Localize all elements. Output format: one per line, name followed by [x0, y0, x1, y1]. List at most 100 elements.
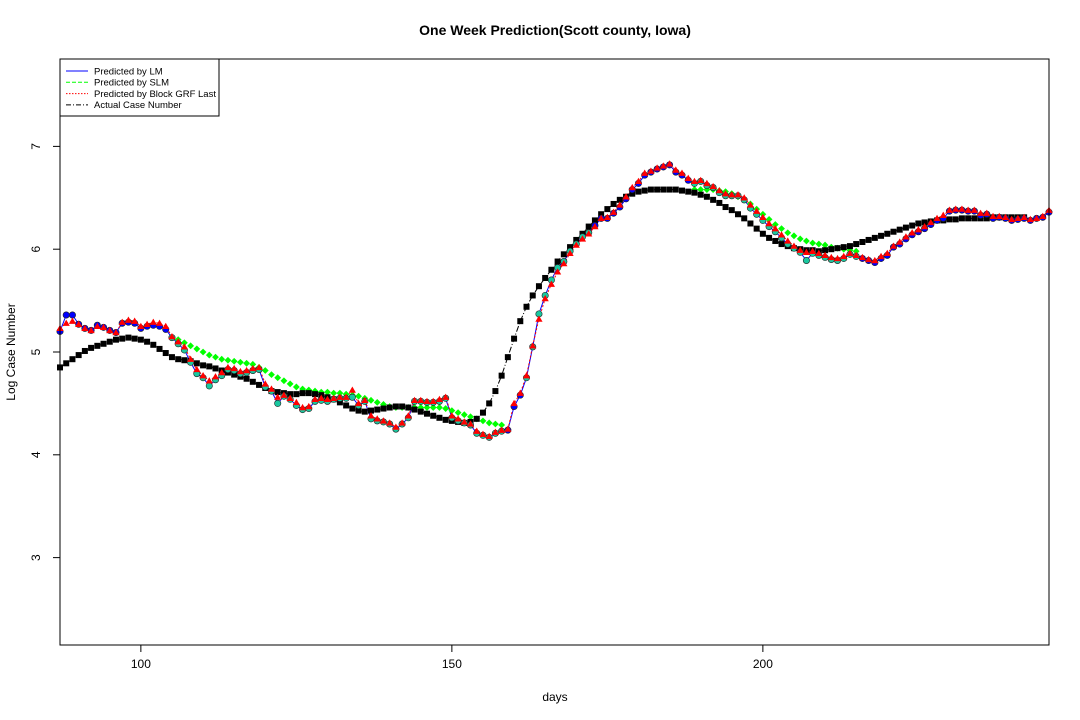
actual-point	[125, 334, 132, 341]
actual-point	[312, 391, 319, 398]
grf-point	[498, 426, 506, 433]
actual-point	[498, 372, 505, 379]
grf-point	[249, 364, 257, 372]
grf-point	[311, 395, 319, 402]
x-tick-label: 100	[131, 657, 151, 671]
slm-point	[373, 398, 381, 406]
grf-point	[659, 162, 667, 169]
grf-point	[211, 373, 220, 380]
actual-point	[697, 191, 704, 198]
grf-point	[753, 207, 761, 214]
actual-point	[361, 408, 368, 415]
slm-point	[336, 389, 344, 397]
actual-point	[734, 211, 741, 218]
grf-point	[417, 396, 425, 404]
grf-point	[336, 393, 344, 400]
grf-point	[199, 372, 207, 379]
slm-point	[821, 241, 829, 249]
actual-point	[672, 186, 679, 193]
actual-point	[598, 211, 605, 218]
actual-point	[274, 389, 281, 396]
grf-point	[342, 393, 350, 400]
actual-point	[921, 219, 928, 226]
slm-point	[467, 413, 474, 421]
grf-point	[833, 254, 842, 262]
slm-point	[292, 383, 300, 391]
actual-point	[193, 360, 200, 367]
series-grf-points	[56, 160, 1053, 440]
actual-point	[703, 193, 710, 200]
grf-point	[809, 247, 817, 254]
slm-point	[181, 339, 188, 347]
lm-point	[68, 311, 76, 319]
grf-point	[684, 174, 692, 181]
grf-point	[348, 386, 356, 393]
actual-point	[231, 371, 238, 378]
slm-point	[790, 232, 798, 240]
grf-point	[99, 323, 108, 331]
grf-point	[93, 322, 101, 329]
grf-point	[298, 403, 307, 411]
actual-point	[436, 414, 443, 421]
grf-point	[410, 396, 419, 404]
grf-point	[442, 393, 450, 400]
x-axis-label: days	[542, 690, 567, 704]
actual-point	[386, 404, 393, 411]
actual-point	[741, 215, 748, 222]
actual-point	[840, 244, 847, 251]
actual-point	[535, 283, 542, 290]
actual-point	[865, 236, 872, 243]
grf-point	[802, 248, 811, 255]
actual-point	[666, 186, 673, 193]
grf-point	[703, 179, 711, 187]
actual-point	[343, 402, 350, 409]
actual-point	[479, 409, 486, 416]
grf-point	[827, 253, 835, 261]
grf-point	[143, 320, 151, 327]
grf-point	[448, 412, 456, 419]
actual-point	[88, 344, 95, 351]
grf-point	[560, 259, 568, 267]
actual-point	[560, 251, 567, 258]
slm-point	[205, 351, 213, 359]
grf-point	[236, 367, 244, 375]
grf-point	[566, 249, 574, 257]
grf-point	[404, 412, 412, 419]
actual-point	[573, 236, 580, 243]
grf-point	[398, 419, 406, 426]
grf-point	[976, 209, 985, 216]
grf-point	[771, 225, 779, 232]
slm-point	[771, 221, 779, 228]
series-line	[59, 163, 1050, 437]
actual-point	[411, 406, 418, 413]
actual-point	[660, 186, 667, 193]
grf-point	[1039, 212, 1047, 219]
grf-point	[821, 251, 829, 259]
grf-point	[180, 343, 189, 350]
slm-point	[492, 420, 499, 428]
actual-point	[181, 357, 188, 364]
slm-point	[778, 225, 785, 233]
grf-point	[609, 208, 618, 215]
actual-point	[137, 336, 144, 343]
actual-point	[710, 196, 717, 203]
grf-point	[871, 256, 879, 264]
plot-frame	[59, 58, 1050, 646]
grf-point	[939, 211, 947, 218]
actual-point	[75, 352, 82, 359]
actual-point	[368, 407, 375, 414]
slm-point	[330, 389, 338, 397]
grf-point	[261, 380, 269, 387]
grf-point	[68, 317, 77, 324]
grf-point	[423, 397, 431, 405]
slm-point	[765, 215, 773, 223]
actual-point	[604, 206, 611, 213]
grf-point	[529, 342, 537, 349]
actual-point	[859, 238, 866, 245]
grf-point	[734, 191, 742, 198]
grf-point	[715, 186, 723, 194]
grf-point	[504, 425, 512, 432]
actual-point	[212, 365, 219, 372]
x-tick-label: 200	[753, 657, 773, 671]
legend-label: Predicted by LM	[94, 66, 163, 77]
